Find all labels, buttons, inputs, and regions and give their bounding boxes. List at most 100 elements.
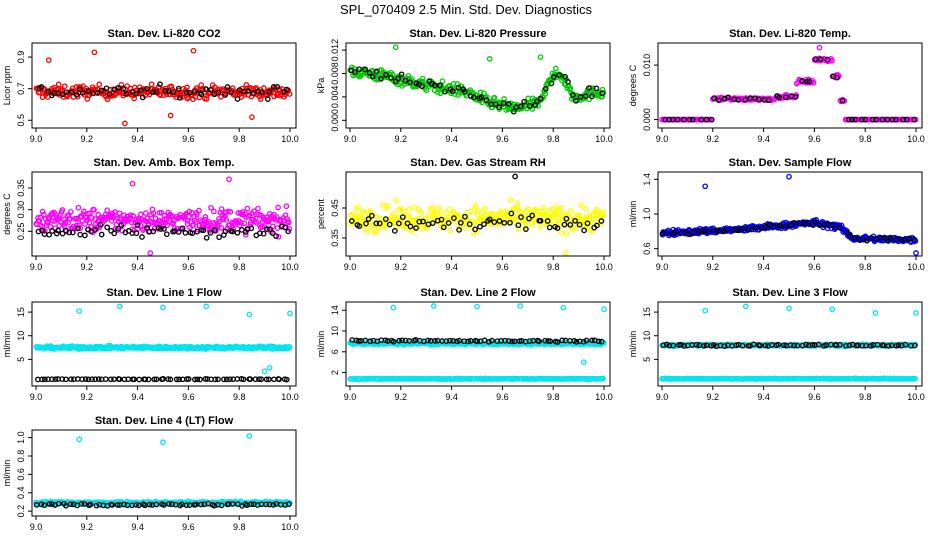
data-point <box>395 75 401 82</box>
data-point <box>554 339 561 345</box>
data-point <box>266 501 273 508</box>
data-point <box>573 97 579 104</box>
data-point <box>438 216 445 223</box>
y-tick-label: 15 <box>642 307 652 317</box>
data-point <box>576 213 583 220</box>
data-point <box>567 221 574 228</box>
y-tick-label: 0.9 <box>16 51 26 64</box>
data-point <box>196 207 202 214</box>
data-points <box>33 176 293 256</box>
data-point <box>166 501 172 507</box>
x-tick-label: 9.6 <box>182 262 195 272</box>
data-point <box>537 54 544 60</box>
data-point <box>151 376 158 383</box>
data-point <box>267 226 273 233</box>
data-point <box>670 342 677 349</box>
x-tick-label: 9.6 <box>808 262 821 272</box>
data-point <box>851 234 858 241</box>
data-point <box>570 92 576 98</box>
plot-frame <box>31 171 297 257</box>
x-tick-label: 9.8 <box>233 134 246 144</box>
data-point <box>734 227 740 234</box>
data-point <box>55 227 61 234</box>
data-point <box>189 230 196 237</box>
data-point <box>49 228 56 234</box>
data-point <box>529 212 536 219</box>
data-point <box>691 229 697 236</box>
data-point <box>849 116 856 123</box>
x-tick-label: 9.0 <box>344 262 357 272</box>
data-point <box>216 234 222 241</box>
data-point <box>873 116 880 123</box>
panel-9: Stan. Dev. Line 3 Flow ml/min 9.0 9.2 9.4 9.6… <box>628 287 925 402</box>
plot-frame <box>657 301 923 387</box>
data-point <box>44 88 51 95</box>
data-point <box>55 500 62 507</box>
data-point <box>540 204 547 211</box>
data-point <box>706 228 713 235</box>
x-tick-label: 9.8 <box>547 262 560 272</box>
data-point <box>674 116 681 123</box>
y-tick-label: 10 <box>16 331 26 341</box>
data-point <box>121 501 127 508</box>
data-point <box>266 89 273 95</box>
data-point <box>529 221 535 228</box>
data-point <box>867 235 874 241</box>
data-point <box>885 343 892 349</box>
data-point <box>203 234 210 241</box>
data-point <box>275 233 282 240</box>
panel-title: Stan. Dev. Sample Flow <box>729 157 852 169</box>
data-point <box>242 231 249 238</box>
y-axis-label: kPa <box>316 78 326 94</box>
data-point <box>106 91 113 97</box>
y-tick-label: 0.6 <box>16 468 26 481</box>
data-point <box>786 173 792 180</box>
data-point <box>63 376 69 383</box>
data-point <box>804 219 811 226</box>
data-point <box>562 73 568 80</box>
data-point <box>133 90 139 97</box>
data-point <box>202 214 209 220</box>
data-point <box>286 343 293 350</box>
data-point <box>222 92 229 98</box>
data-point <box>59 230 66 237</box>
x-tick-label: 9.2 <box>395 134 408 144</box>
data-point <box>234 96 241 102</box>
data-point <box>418 209 425 216</box>
data-point <box>441 209 447 216</box>
data-points <box>33 432 293 509</box>
data-point <box>561 221 568 228</box>
data-point <box>447 227 454 234</box>
data-point <box>224 84 231 90</box>
data-point <box>558 205 565 212</box>
x-tick-label: 9.8 <box>547 392 560 402</box>
data-point <box>837 224 843 231</box>
x-tick-label: 9.4 <box>445 392 458 402</box>
data-point <box>593 85 600 92</box>
data-point <box>411 204 418 211</box>
data-point <box>462 213 468 220</box>
y-tick-label: 0.30 <box>16 201 26 219</box>
data-point <box>406 214 413 220</box>
data-point <box>241 220 248 227</box>
data-point <box>85 88 92 94</box>
data-point <box>170 220 176 227</box>
x-tick-label: 9.6 <box>496 134 509 144</box>
data-point <box>843 342 849 349</box>
data-point <box>447 337 453 344</box>
data-points <box>347 303 607 383</box>
data-point <box>207 87 214 93</box>
data-point <box>765 97 772 103</box>
data-point <box>556 72 563 79</box>
x-tick-label: 9.4 <box>131 392 144 402</box>
data-point <box>423 87 430 94</box>
data-point <box>69 229 76 236</box>
data-point <box>229 501 236 507</box>
data-point <box>41 502 48 509</box>
data-point <box>799 78 805 84</box>
y-tick-label: 0.2 <box>16 505 26 518</box>
data-point <box>382 216 389 222</box>
data-point <box>546 207 552 214</box>
data-point <box>69 89 75 95</box>
